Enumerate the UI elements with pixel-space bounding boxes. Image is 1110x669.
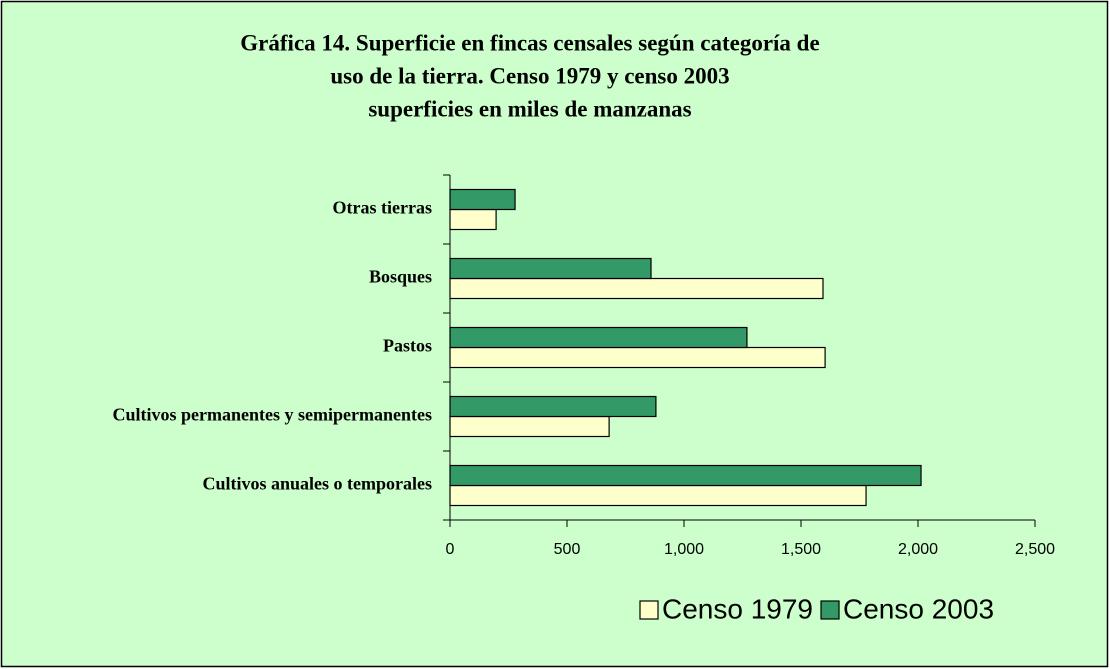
legend-label: Censo 1979 xyxy=(662,593,813,624)
chart-title: Gráfica 14. Superficie en fincas censale… xyxy=(240,30,819,55)
x-tick-label: 1,000 xyxy=(664,541,704,558)
y-tick-label: Bosques xyxy=(369,267,432,287)
y-tick-label: Otras tierras xyxy=(333,198,432,218)
bar xyxy=(449,257,652,280)
bar xyxy=(449,326,748,349)
y-tick-label: Cultivos permanentes y semipermanentes xyxy=(113,405,432,425)
legend-label: Censo 2003 xyxy=(843,593,994,624)
bar xyxy=(449,484,867,507)
bar xyxy=(449,395,657,418)
x-tick-label: 2,500 xyxy=(1015,541,1055,558)
x-tick-label: 2,000 xyxy=(898,541,938,558)
bar xyxy=(449,464,922,487)
bar xyxy=(449,346,826,369)
x-tick-label: 0 xyxy=(446,541,455,558)
bar xyxy=(449,415,610,438)
chart-title: superficies en miles de manzanas xyxy=(368,96,691,121)
y-tick-label: Cultivos anuales o temporales xyxy=(203,474,433,494)
legend-swatch xyxy=(820,600,840,620)
y-tick-label: Pastos xyxy=(383,336,432,356)
bar xyxy=(449,277,824,300)
legend-swatch xyxy=(639,600,659,620)
bar xyxy=(449,188,516,211)
x-tick-label: 1,500 xyxy=(781,541,821,558)
bar xyxy=(449,208,497,231)
chart-title: uso de la tierra. Censo 1979 y censo 200… xyxy=(330,63,729,88)
x-tick-label: 500 xyxy=(554,541,581,558)
